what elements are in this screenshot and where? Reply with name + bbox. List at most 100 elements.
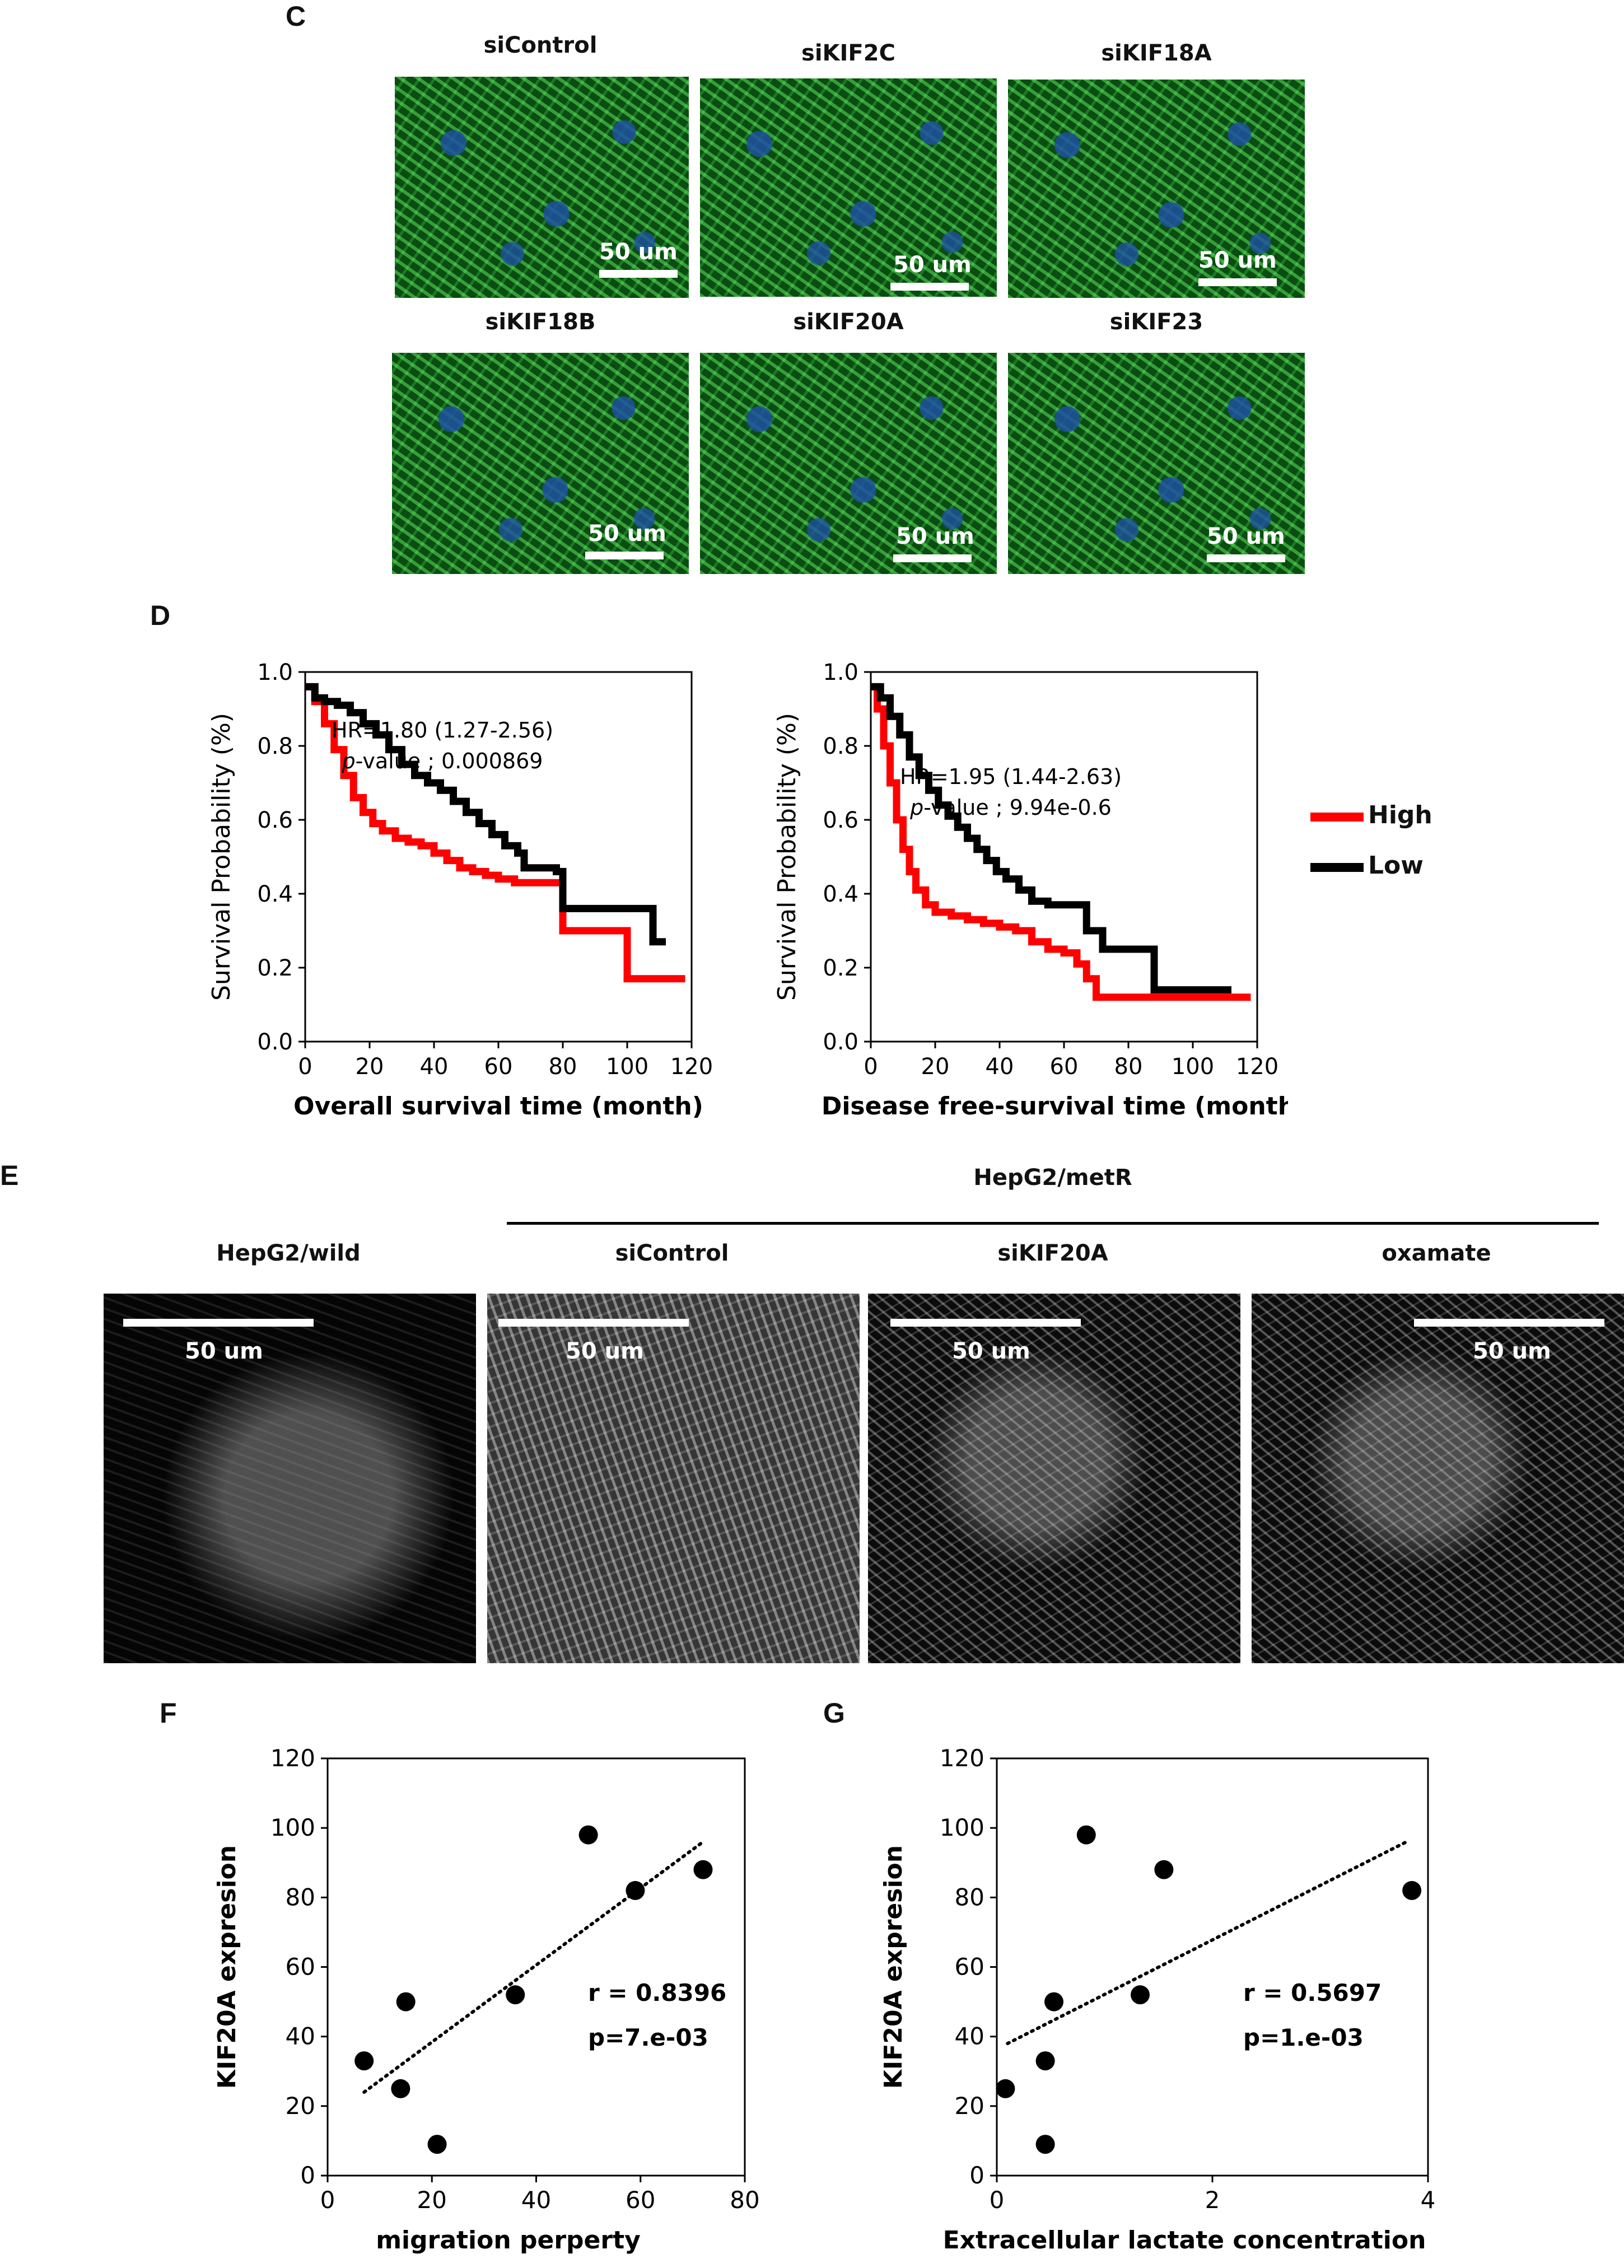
group-bracket-line bbox=[507, 1222, 1599, 1225]
panel-d-letter: D bbox=[150, 600, 171, 631]
x-tick-label: 100 bbox=[606, 1054, 648, 1080]
scale-bar bbox=[1207, 554, 1285, 562]
scatter-point bbox=[1402, 1880, 1422, 1900]
y-tick-label: 0.2 bbox=[823, 955, 858, 981]
x-tick-label: 20 bbox=[417, 2186, 447, 2214]
y-tick-label: 80 bbox=[955, 1883, 984, 1911]
y-tick-label: 100 bbox=[270, 1814, 315, 1841]
scatter-point bbox=[693, 1860, 713, 1879]
scatter-point bbox=[626, 1880, 645, 1900]
x-tick-label: 120 bbox=[1236, 1054, 1278, 1080]
x-tick-label: 60 bbox=[484, 1054, 513, 1080]
panel-e-letter: E bbox=[0, 1160, 19, 1191]
scatter-chart-migration: 0 20 40 60 80 0 20 40 60 80 100 120 migration perper… bbox=[213, 1744, 760, 2255]
hazard-ratio-label: HR=1.95 (1.44-2.63) bbox=[900, 764, 1122, 789]
p-value-label: p-value ; 9.94e-0.6 bbox=[909, 795, 1112, 820]
micrograph-sicontrol: 50 um bbox=[395, 77, 689, 298]
group-label-hepg2-metr: HepG2/metR bbox=[973, 1165, 1132, 1191]
scale-bar bbox=[123, 1319, 314, 1327]
label-sikif18b: siKIF18B bbox=[485, 309, 596, 335]
label-sicontrol: siControl bbox=[483, 32, 598, 58]
scatter-point bbox=[391, 2079, 410, 2098]
y-tick-label: 0.4 bbox=[823, 881, 858, 907]
y-tick-label: 100 bbox=[940, 1814, 984, 1841]
x-tick-label: 0 bbox=[864, 1054, 878, 1080]
scatter-point bbox=[506, 1985, 525, 2005]
y-tick-label: 0.0 bbox=[823, 1029, 858, 1055]
p-value-label: p-value ; 0.000869 bbox=[342, 749, 543, 773]
micrograph-sikif2c: 50 um bbox=[700, 78, 997, 297]
legend-label-high: High bbox=[1368, 801, 1432, 829]
y-tick-label: 0.0 bbox=[257, 1029, 293, 1055]
correlation-r-label: r = 0.8396 bbox=[588, 1979, 726, 2006]
y-tick-label: 0 bbox=[969, 2162, 984, 2189]
label-e-sicontrol: siControl bbox=[615, 1240, 729, 1266]
scale-bar-label: 50 um bbox=[952, 1338, 1030, 1364]
x-tick-label: 60 bbox=[1050, 1054, 1079, 1080]
scatter-point bbox=[1035, 2051, 1055, 2071]
scale-bar bbox=[1414, 1319, 1604, 1327]
y-tick-label: 60 bbox=[286, 1953, 315, 1981]
survival-curve-low bbox=[305, 683, 666, 946]
scale-bar-label: 50 um bbox=[566, 1338, 644, 1364]
scale-bar-label: 50 um bbox=[599, 239, 678, 265]
label-sikif18a: siKIF18A bbox=[1101, 40, 1212, 66]
micrograph-sikif18b: 50 um bbox=[392, 353, 689, 574]
legend-swatch-low bbox=[1310, 863, 1364, 872]
scale-bar-label: 50 um bbox=[1198, 248, 1277, 273]
survival-curve-high bbox=[305, 683, 685, 983]
y-tick-label: 40 bbox=[286, 2023, 315, 2050]
y-tick-label: 0.8 bbox=[823, 734, 858, 759]
correlation-p-label: p=1.e-03 bbox=[1243, 2024, 1364, 2051]
panel-f-letter: F bbox=[160, 1697, 177, 1729]
y-tick-label: 0.4 bbox=[257, 881, 293, 907]
plot-frame bbox=[996, 1757, 1429, 2177]
trend-line bbox=[1006, 1840, 1408, 2046]
x-tick-label: 60 bbox=[626, 2186, 655, 2214]
x-tick-label: 4 bbox=[1421, 2186, 1436, 2214]
y-axis-label: KIF20A expresion bbox=[879, 1845, 908, 2089]
hazard-ratio-label: HR=1.80 (1.27-2.56) bbox=[332, 718, 553, 743]
micrograph-sikif23: 50 um bbox=[1008, 353, 1305, 574]
scale-bar bbox=[599, 270, 678, 278]
x-tick-label: 120 bbox=[670, 1054, 713, 1080]
legend: High Low bbox=[1310, 798, 1523, 899]
x-tick-label: 0 bbox=[990, 2186, 1005, 2214]
plot-frame bbox=[870, 671, 1258, 1043]
y-tick-label: 20 bbox=[286, 2092, 315, 2120]
y-tick-label: 20 bbox=[955, 2092, 984, 2120]
label-sikif20a: siKIF20A bbox=[793, 309, 904, 335]
scale-bar-label: 50 um bbox=[1207, 524, 1285, 549]
label-e-oxamate: oxamate bbox=[1382, 1240, 1491, 1266]
label-sikif2c: siKIF2C bbox=[801, 40, 895, 66]
y-tick-label: 60 bbox=[955, 1953, 984, 1981]
y-axis-label: KIF20A expresion bbox=[213, 1845, 241, 2089]
scale-bar-label: 50 um bbox=[1473, 1338, 1551, 1364]
x-axis-label: Overall survival time (month) bbox=[293, 1092, 703, 1121]
micrograph-sikif18a: 50 um bbox=[1008, 80, 1305, 298]
scatter-point bbox=[578, 1825, 598, 1845]
y-tick-label: 40 bbox=[955, 2023, 984, 2050]
correlation-r-label: r = 0.5697 bbox=[1243, 1979, 1382, 2006]
scale-bar bbox=[893, 554, 972, 562]
y-tick-label: 0.2 bbox=[257, 955, 293, 981]
y-tick-label: 0.8 bbox=[257, 734, 293, 759]
survival-curve-low bbox=[871, 683, 1231, 994]
scale-bar bbox=[890, 1319, 1081, 1327]
legend-swatch-high bbox=[1310, 813, 1364, 822]
label-e-sikif20a: siKIF20A bbox=[997, 1240, 1108, 1266]
y-tick-label: 1.0 bbox=[823, 660, 858, 685]
survival-chart-overall: 0 20 40 60 80 100 120 0.0 0.2 0.4 0.6 0.8 1.0 Overall… bbox=[207, 660, 713, 1121]
legend-label-low: Low bbox=[1368, 851, 1424, 880]
x-axis-label: migration perperty bbox=[376, 2226, 641, 2255]
panel-g-letter: G bbox=[823, 1697, 845, 1729]
survival-curve-high bbox=[871, 683, 1251, 1001]
scatter-point bbox=[427, 2135, 447, 2154]
x-tick-label: 20 bbox=[356, 1054, 384, 1080]
micrograph-e-oxamate: 50 um bbox=[1252, 1294, 1624, 1663]
scale-bar-label: 50 um bbox=[896, 524, 974, 549]
panel-c-letter: C bbox=[286, 1, 306, 32]
y-tick-label: 80 bbox=[286, 1883, 315, 1911]
label-hepg2-wild: HepG2/wild bbox=[216, 1240, 361, 1266]
